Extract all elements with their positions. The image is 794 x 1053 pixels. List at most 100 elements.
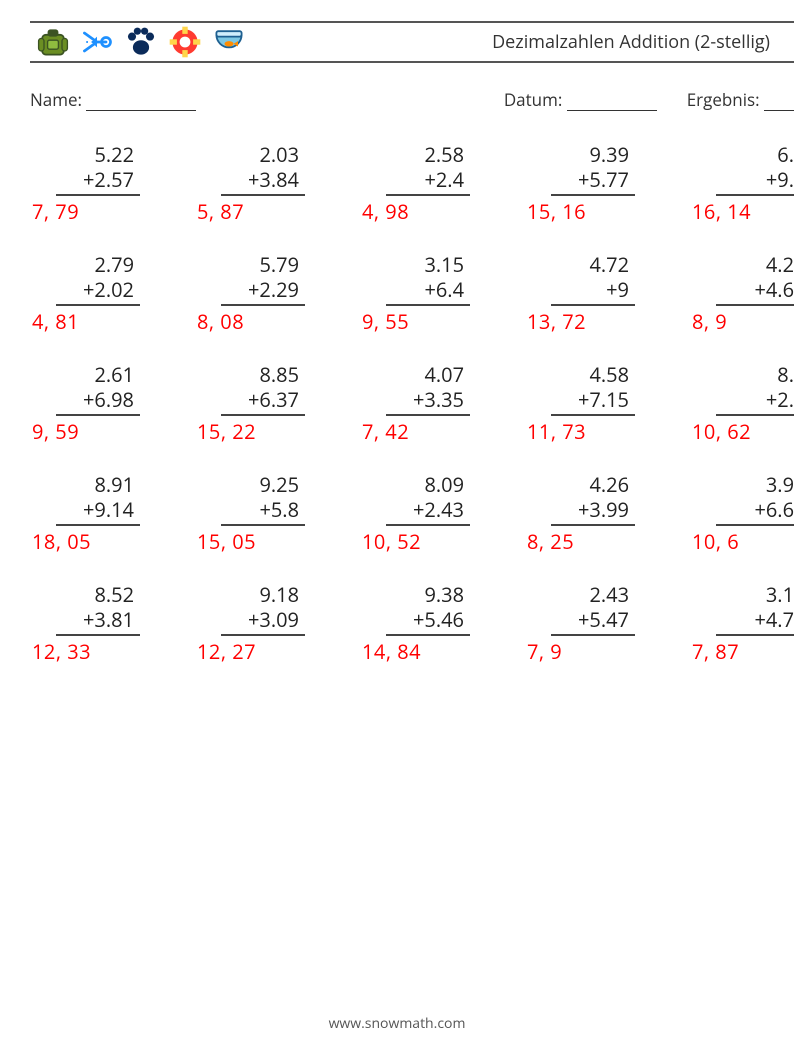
sum-rule (386, 414, 470, 416)
problem-cell: 3.15+6.49, 55 (360, 252, 500, 334)
problem-cell: 4.72+913, 72 (525, 252, 665, 334)
sum-rule (221, 524, 305, 526)
operand-b: +6.6 (690, 497, 794, 522)
answer: 8, 9 (690, 309, 794, 334)
sum-rule (386, 304, 470, 306)
operand-b: +4.7 (690, 607, 794, 632)
sum-rule (551, 634, 635, 636)
operand-a: 2.79 (30, 252, 170, 277)
sum-rule (716, 524, 794, 526)
name-label: Name: (30, 88, 82, 111)
problems-grid: 5.22+2.577, 792.03+3.845, 872.58+2.44, 9… (30, 142, 794, 664)
answer: 7, 87 (690, 639, 794, 664)
date-label: Datum: (504, 88, 562, 111)
sum-rule (56, 194, 140, 196)
sum-rule (221, 634, 305, 636)
sum-rule (56, 634, 140, 636)
answer: 15, 05 (195, 529, 335, 554)
problem-cell: 6.+9.16, 14 (690, 142, 794, 224)
answer: 8, 25 (525, 529, 665, 554)
answer: 7, 42 (360, 419, 500, 444)
sum-rule (386, 194, 470, 196)
operand-a: 8.52 (30, 582, 170, 607)
sum-rule (221, 414, 305, 416)
operand-b: +6.98 (30, 387, 170, 412)
operand-a: 8.91 (30, 472, 170, 497)
header-bar: Dezimalzahlen Addition (2-stellig) (30, 21, 794, 63)
operand-b: +2.29 (195, 277, 335, 302)
problem-cell: 9.39+5.7715, 16 (525, 142, 665, 224)
answer: 18, 05 (30, 529, 170, 554)
problem-cell: 9.38+5.4614, 84 (360, 582, 500, 664)
operand-b: +9 (525, 277, 665, 302)
answer: 4, 81 (30, 309, 170, 334)
problem-cell: 2.03+3.845, 87 (195, 142, 335, 224)
answer: 4, 98 (360, 199, 500, 224)
operand-b: +5.47 (525, 607, 665, 632)
sum-rule (551, 304, 635, 306)
operand-b: +2. (690, 387, 794, 412)
operand-a: 8.09 (360, 472, 500, 497)
operand-a: 9.25 (195, 472, 335, 497)
lifebuoy-icon (166, 23, 204, 61)
problem-cell: 8.52+3.8112, 33 (30, 582, 170, 664)
operand-a: 5.79 (195, 252, 335, 277)
worksheet-title: Dezimalzahlen Addition (2-stellig) (492, 30, 790, 54)
operand-a: 6. (690, 142, 794, 167)
problem-cell: 9.25+5.815, 05 (195, 472, 335, 554)
problem-cell: 2.61+6.989, 59 (30, 362, 170, 444)
answer: 16, 14 (690, 199, 794, 224)
operand-b: +6.37 (195, 387, 335, 412)
operand-a: 2.61 (30, 362, 170, 387)
operand-a: 4.26 (525, 472, 665, 497)
operand-b: +2.43 (360, 497, 500, 522)
operand-a: 4.58 (525, 362, 665, 387)
answer: 7, 9 (525, 639, 665, 664)
operand-b: +5.77 (525, 167, 665, 192)
operand-b: +6.4 (360, 277, 500, 302)
operand-b: +3.84 (195, 167, 335, 192)
operand-b: +3.35 (360, 387, 500, 412)
operand-a: 5.22 (30, 142, 170, 167)
operand-a: 4.07 (360, 362, 500, 387)
fishbowl-icon (210, 23, 248, 61)
problem-cell: 9.18+3.0912, 27 (195, 582, 335, 664)
sum-rule (716, 414, 794, 416)
answer: 13, 72 (525, 309, 665, 334)
operand-a: 8. (690, 362, 794, 387)
problem-cell: 8.91+9.1418, 05 (30, 472, 170, 554)
paw-icon (122, 23, 160, 61)
sum-rule (221, 304, 305, 306)
footer-text: www.snowmath.com (0, 1014, 794, 1033)
backpack-icon (34, 23, 72, 61)
operand-b: +2.4 (360, 167, 500, 192)
worksheet-page: Dezimalzahlen Addition (2-stellig) Name:… (0, 0, 794, 1053)
operand-a: 9.38 (360, 582, 500, 607)
operand-b: +4.6 (690, 277, 794, 302)
answer: 10, 6 (690, 529, 794, 554)
operand-a: 8.85 (195, 362, 335, 387)
sum-rule (221, 194, 305, 196)
problem-cell: 4.58+7.1511, 73 (525, 362, 665, 444)
name-blank (86, 94, 196, 111)
sum-rule (386, 524, 470, 526)
sum-rule (551, 194, 635, 196)
problem-cell: 2.79+2.02 4, 81 (30, 252, 170, 334)
problem-cell: 8.85+6.37 15, 22 (195, 362, 335, 444)
result-field: Ergebnis: (687, 88, 794, 111)
answer: 9, 55 (360, 309, 500, 334)
operand-b: +2.02 (30, 277, 170, 302)
operand-b: +3.09 (195, 607, 335, 632)
sum-rule (716, 634, 794, 636)
problem-cell: 4.26+3.998, 25 (525, 472, 665, 554)
problem-cell: 2.58+2.44, 98 (360, 142, 500, 224)
sum-rule (716, 304, 794, 306)
result-label: Ergebnis: (687, 88, 760, 111)
answer: 11, 73 (525, 419, 665, 444)
problem-cell: 8.+2.10, 62 (690, 362, 794, 444)
answer: 5, 87 (195, 199, 335, 224)
answer: 8, 08 (195, 309, 335, 334)
sum-rule (551, 414, 635, 416)
result-blank (764, 94, 794, 111)
answer: 15, 22 (195, 419, 335, 444)
